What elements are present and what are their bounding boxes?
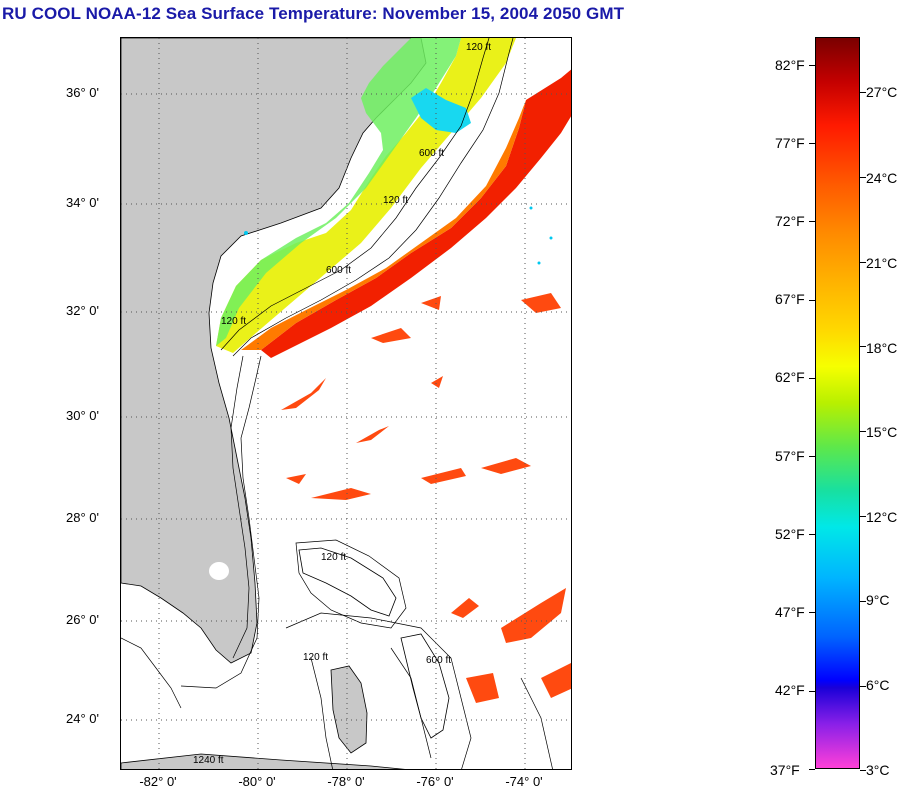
contour-label: 600 ft: [419, 148, 444, 159]
temperature-colorbar: [815, 37, 860, 769]
lon-label-82: -82° 0': [139, 774, 177, 789]
colorbar-c-tick: [860, 92, 866, 93]
sst-gulfstream-red: [261, 69, 571, 358]
colorbar-c-label: 27°C: [866, 84, 898, 100]
map-grid: [121, 38, 571, 769]
lat-label-26: 26° 0': [66, 612, 99, 627]
contour-label: 120 ft: [321, 552, 346, 563]
colorbar-f-tick: [809, 299, 815, 301]
contour-label: 600 ft: [426, 655, 451, 666]
island-grand-bahama: [298, 547, 397, 617]
contour-label: 1240 ft: [193, 755, 224, 766]
lat-label-36: 36° 0': [66, 85, 99, 100]
contour-label: 120 ft: [221, 316, 246, 327]
sst-map: 120 ft 600 ft 120 ft 600 ft 120 ft 120 f…: [120, 37, 572, 770]
colorbar-f-tick: [809, 65, 815, 66]
colorbar-f-label: 52°F: [775, 526, 805, 542]
colorbar-c-label: 21°C: [866, 255, 898, 271]
colorbar-c-label: 9°C: [866, 592, 890, 608]
colorbar-f-tick: [809, 143, 815, 145]
colorbar-f-tick: [809, 768, 815, 770]
colorbar-f-tick: [809, 690, 815, 692]
lat-label-32: 32° 0': [66, 303, 99, 318]
lake-okeechobee: [209, 562, 229, 580]
sst-inlet-cyan: [411, 88, 471, 133]
lat-label-34: 34° 0': [66, 195, 99, 210]
colorbar-c-tick: [860, 261, 866, 263]
lat-label-30: 30° 0': [66, 408, 99, 423]
lat-label-28: 28° 0': [66, 510, 99, 525]
colorbar-c-tick: [860, 176, 866, 178]
sst-coastal-green: [216, 38, 461, 346]
colorbar-c-tick: [860, 600, 866, 602]
colorbar-f-tick: [809, 612, 815, 614]
colorbar-f-label: 37°F: [770, 762, 800, 778]
colorbar-f-label: 62°F: [775, 369, 805, 385]
colorbar-c-label: 24°C: [866, 170, 898, 186]
colorbar-c-label: 12°C: [866, 509, 898, 525]
colorbar-f-label: 82°F: [775, 57, 805, 73]
colorbar-c-tick: [860, 770, 866, 772]
colorbar-f-tick: [809, 456, 815, 457]
lon-label-80: -80° 0': [238, 774, 276, 789]
colorbar-c-tick: [860, 516, 866, 517]
colorbar-f-tick: [809, 377, 815, 379]
contour-label: 120 ft: [303, 652, 328, 663]
lat-label-24: 24° 0': [66, 711, 99, 726]
colorbar-f-label: 47°F: [775, 604, 805, 620]
sst-offshore-patches: [281, 293, 571, 703]
colorbar-c-label: 3°C: [866, 762, 890, 778]
contour-labels: 120 ft 600 ft 120 ft 600 ft 120 ft 120 f…: [193, 42, 491, 766]
colorbar-f-label: 57°F: [775, 448, 805, 464]
colorbar-f-label: 77°F: [775, 135, 805, 151]
colorbar-c-tick: [860, 346, 866, 348]
island-andros: [330, 665, 368, 754]
colorbar-c-label: 15°C: [866, 424, 898, 440]
lon-label-78: -78° 0': [327, 774, 365, 789]
colorbar-f-tick: [809, 534, 815, 536]
page-title: RU COOL NOAA-12 Sea Surface Temperature:…: [2, 4, 625, 23]
sst-cyan-specks: [244, 206, 553, 265]
lon-label-74: -74° 0': [505, 774, 543, 789]
colorbar-c-label: 6°C: [866, 677, 890, 693]
contour-label: 600 ft: [326, 265, 351, 276]
island-eleuthera: [400, 633, 450, 739]
colorbar-c-tick: [860, 431, 866, 433]
colorbar-c-tick: [860, 685, 866, 687]
map-canvas: 120 ft 600 ft 120 ft 600 ft 120 ft 120 f…: [121, 38, 571, 769]
contour-label: 120 ft: [466, 42, 491, 53]
lon-label-76: -76° 0': [416, 774, 454, 789]
contour-label: 120 ft: [383, 195, 408, 206]
colorbar-f-label: 67°F: [775, 291, 805, 307]
cuba-edge: [121, 753, 406, 769]
colorbar-f-tick: [809, 221, 815, 223]
colorbar-f-label: 42°F: [775, 682, 805, 698]
colorbar-c-label: 18°C: [866, 340, 898, 356]
bathymetry-contours: [121, 38, 553, 769]
colorbar-f-label: 72°F: [775, 213, 805, 229]
